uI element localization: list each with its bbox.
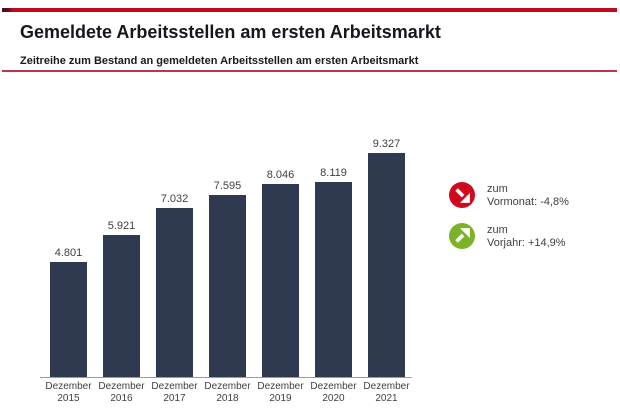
page-subtitle: Zeitreihe zum Bestand an gemeldeten Arbe… bbox=[20, 55, 419, 67]
arrow-down-right-icon bbox=[449, 182, 475, 208]
x-axis-label: Dezember 2020 bbox=[310, 381, 357, 404]
indicator-vormonat-label: zum Vormonat: -4,8% bbox=[487, 183, 569, 208]
x-axis-label: Dezember 2019 bbox=[257, 381, 304, 404]
bar bbox=[50, 262, 87, 377]
bar bbox=[209, 195, 246, 377]
bar bbox=[315, 182, 352, 377]
indicator-vorjahr-label: zum Vorjahr: +14,9% bbox=[487, 224, 566, 249]
x-axis-label: Dezember 2017 bbox=[151, 381, 198, 404]
kpi-indicators: zum Vormonat: -4,8% zum Vorjahr: +14,9% bbox=[449, 182, 609, 264]
bar-value-label: 7.032 bbox=[160, 193, 189, 205]
bar-column: 9.327 bbox=[360, 133, 413, 377]
bar-value-label: 9.327 bbox=[372, 138, 401, 150]
x-axis-labels: Dezember 2015 Dezember 2016 Dezember 2017 Deze… bbox=[42, 381, 413, 405]
bar-value-label: 8.046 bbox=[266, 169, 295, 181]
x-axis-label: Dezember 2021 bbox=[363, 381, 410, 404]
bar-value-label: 7.595 bbox=[213, 180, 242, 192]
bar-value-label: 8.119 bbox=[320, 167, 347, 179]
bar-column: 7.032 bbox=[148, 133, 201, 377]
x-axis-label: Dezember 2015 bbox=[45, 381, 92, 404]
bar-series: 4.801 5.921 7.032 7.595 8.046 8.119 9.327 bbox=[42, 133, 413, 377]
top-accent-rule bbox=[2, 8, 617, 12]
bar bbox=[103, 235, 140, 377]
arrow-up-right-icon bbox=[449, 223, 475, 249]
x-axis-line bbox=[40, 377, 412, 378]
bar-column: 4.801 bbox=[42, 133, 95, 377]
bar bbox=[156, 208, 193, 377]
subtitle-divider bbox=[2, 70, 617, 72]
bar-column: 5.921 bbox=[95, 133, 148, 377]
bar-column: 8.046 bbox=[254, 133, 307, 377]
page-title: Gemeldete Arbeitsstellen am ersten Arbei… bbox=[20, 22, 441, 42]
bar bbox=[368, 153, 405, 377]
bar-column: 7.595 bbox=[201, 133, 254, 377]
bar-value-label: 5.921 bbox=[107, 220, 136, 232]
bar bbox=[262, 184, 299, 377]
bar-chart: 4.801 5.921 7.032 7.595 8.046 8.119 9.327 Deze… bbox=[40, 133, 413, 413]
indicator-vorjahr: zum Vorjahr: +14,9% bbox=[449, 223, 609, 250]
bar-column: 8.119 bbox=[307, 133, 360, 377]
x-axis-label: Dezember 2018 bbox=[204, 381, 251, 404]
indicator-vormonat: zum Vormonat: -4,8% bbox=[449, 182, 609, 209]
bar-value-label: 4.801 bbox=[54, 247, 83, 259]
x-axis-label: Dezember 2016 bbox=[98, 381, 145, 404]
